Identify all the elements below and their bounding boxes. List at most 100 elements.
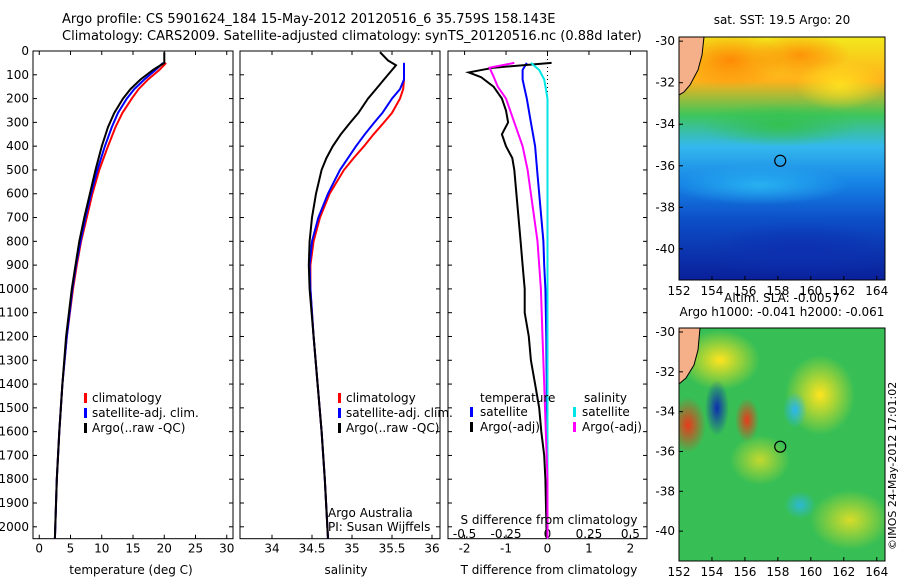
series-line-satellite [530,62,549,539]
lat-tick-label: -38 [655,200,675,214]
lon-tick-label: 160 [799,565,822,579]
x-tick-label: -1 [500,542,512,556]
series-line-argo-adj- [465,61,552,539]
x-tick-label: 5 [67,542,75,556]
sla-map-title: Altim. SLA: -0.0057 [724,291,840,305]
depth-tick-label: 1600 [0,425,29,439]
x-tick-label: 1 [585,542,593,556]
series-line-argo-adj- [488,61,549,539]
lat-tick-label: -36 [655,444,675,458]
x-tick-label: 15 [125,542,140,556]
salinity-axis-label: salinity [324,563,367,577]
lat-tick-label: -32 [655,76,675,90]
depth-tick-label: 1300 [0,353,29,367]
depth-tick-label: 1200 [0,329,29,343]
sst-green-patch [700,103,860,147]
depth-tick-label: 1400 [0,377,29,391]
legend-swatch-t-satellite [470,407,473,417]
x-tick-label: 0 [35,542,43,556]
depth-tick-label: 500 [6,163,29,177]
legend-header-salinity: salinity [584,391,627,405]
legend-label-s-satellite: satellite [582,405,630,419]
legend-swatch-satellite [84,408,87,418]
difference-profile-panel: -2 -1 0 1 2-0.5 -0.25 0 0.25 0.5 [447,50,648,556]
imos-stamp: ©IMOS 24-May-2012 17:01:02 [886,382,899,550]
depth-tick-label: 1000 [0,282,29,296]
sst-blue-patch [705,222,885,278]
lat-tick-label: -38 [655,484,675,498]
legend-swatch-s-satellite [573,407,576,417]
lon-tick-label: 158 [766,284,789,298]
s-tick-label: 0.5 [621,527,640,541]
depth-tick-label: 1800 [0,472,29,486]
sst-land [679,37,705,96]
depth-tick-label: 400 [6,139,29,153]
legend-swatch-argo [84,423,87,433]
s-tick-label: 0.25 [576,527,603,541]
sla-high-patch [735,398,759,442]
lat-tick-label: -32 [655,365,675,379]
s-difference-axis-label: S difference from climatology [461,513,638,527]
sla-high-patch [679,397,706,453]
sst-map-title: sat. SST: 19.5 Argo: 20 [714,13,851,27]
lon-tick-label: 152 [668,284,691,298]
lat-tick-label: -36 [655,159,675,173]
legend-swatch-t-argo [470,422,473,432]
sla-low-patch [784,491,816,519]
sla-map-panel: Altim. SLA: -0.0057 Argo h1000: -0.041 h… [655,291,888,579]
depth-tick-label: 700 [6,211,29,225]
x-tick-label: 35 [344,542,359,556]
argo-position-marker [774,440,787,453]
lat-tick-label: -40 [655,242,675,256]
sla-yellow-patch [730,435,790,485]
depth-tick-label: 1500 [0,401,29,415]
legend-label-s-argo: Argo(-adj) [582,420,642,434]
sla-yellow-patch [810,490,885,550]
sst-map-axes: 152 154 156 158 160 162 164 -30 -32 -34 -36 -38 -40 [655,34,888,298]
sla-map-axes: 152 154 156 158 160 162 164 -30 -32 -34 -36 -38 -40 [655,325,888,579]
depth-tick-label: 0 [21,44,29,58]
lon-tick-label: 164 [865,284,888,298]
lat-tick-label: -40 [655,524,675,538]
sla-land [679,328,701,385]
lon-tick-label: 158 [766,565,789,579]
depth-tick-label: 300 [6,115,29,129]
lon-tick-label: 156 [733,284,756,298]
legend-label-satellite: satellite-adj. clim. [92,406,199,420]
legend-swatch-climatology [338,393,341,403]
figure-title-line1: Argo profile: CS 5901624_184 15-May-2012… [62,12,555,27]
sla-map-frame [678,327,886,562]
argo-position-marker [774,154,787,167]
depth-tick-label: 1700 [0,448,29,462]
salinity-legend: climatology satellite-adj. clim. Argo(..… [328,391,453,534]
legend-label-climatology: climatology [92,391,162,405]
legend-label-satellite: satellite-adj. clim. [346,406,453,420]
x-tick-label: 10 [94,542,109,556]
difference-legend: temperature salinity satellite Argo(-adj… [470,391,642,434]
sla-yellow-patch [680,330,760,390]
lon-tick-label: 164 [865,565,888,579]
x-tick-label: 2 [627,542,635,556]
legend-header-temperature: temperature [480,391,555,405]
legend-label-t-argo: Argo(-adj) [480,420,540,434]
s-tick-label: -0.25 [491,527,522,541]
lat-tick-label: -34 [655,117,675,131]
temperature-legend: climatology satellite-adj. clim. Argo(..… [84,391,199,435]
series-line-argo-raw-qc- [53,52,166,539]
salinity-annotation-line2: PI: Susan Wijffels [328,520,430,534]
legend-label-t-satellite: satellite [480,405,528,419]
lon-tick-label: 162 [832,565,855,579]
x-tick-label: 30 [219,542,234,556]
sst-map-panel: sat. SST: 19.5 Argo: 20 152 154 156 158 160 1… [655,13,888,298]
x-tick-label: 34.5 [299,542,326,556]
t-difference-axis-label: T difference from climatology [460,563,638,577]
sst-cyan-patch [679,165,850,205]
legend-label-climatology: climatology [346,391,416,405]
depth-tick-label: 1100 [0,306,29,320]
lon-tick-label: 162 [832,284,855,298]
depth-tick-label: 1900 [0,496,29,510]
sst-yellow-patch [795,60,885,110]
lon-tick-label: 152 [668,565,691,579]
legend-swatch-climatology [84,393,87,403]
depth-tick-label: 900 [6,258,29,272]
